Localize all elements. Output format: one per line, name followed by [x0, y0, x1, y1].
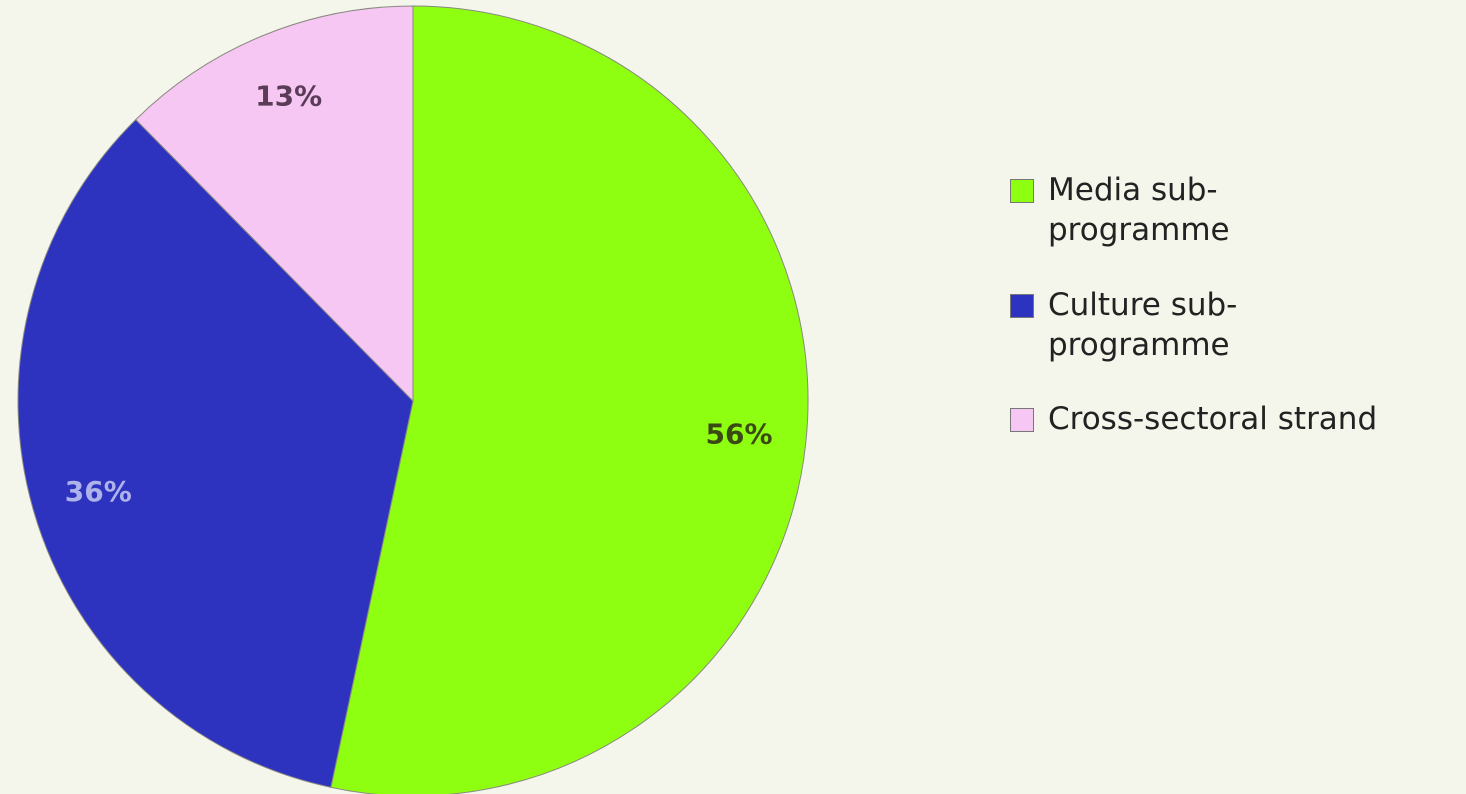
slice-label-media: 56% — [706, 417, 773, 450]
legend-swatch-media — [1010, 179, 1034, 203]
chart-legend: Media sub-programme Culture sub-programm… — [1010, 170, 1460, 473]
slice-label-cross-sectoral: 13% — [255, 80, 322, 113]
legend-item-cross-sectoral: Cross-sectoral strand — [1010, 399, 1460, 439]
legend-swatch-culture — [1010, 293, 1034, 318]
legend-item-culture: Culture sub-programme — [1010, 285, 1460, 366]
legend-swatch-cross-sectoral — [1010, 408, 1034, 433]
pie-slice-media — [330, 5, 809, 794]
legend-label-cross-sectoral: Cross-sectoral strand — [1048, 401, 1378, 438]
pie-chart: 56% 36% 13% — [17, 5, 809, 794]
slice-label-culture: 36% — [65, 475, 132, 508]
pie-slice-culture — [17, 118, 414, 788]
legend-item-media: Media sub-programme — [1010, 170, 1460, 251]
pie-slice-cross-sectoral — [135, 5, 414, 403]
legend-label-culture: Culture sub-programme — [1048, 286, 1238, 363]
legend-label-media: Media sub-programme — [1048, 172, 1230, 249]
